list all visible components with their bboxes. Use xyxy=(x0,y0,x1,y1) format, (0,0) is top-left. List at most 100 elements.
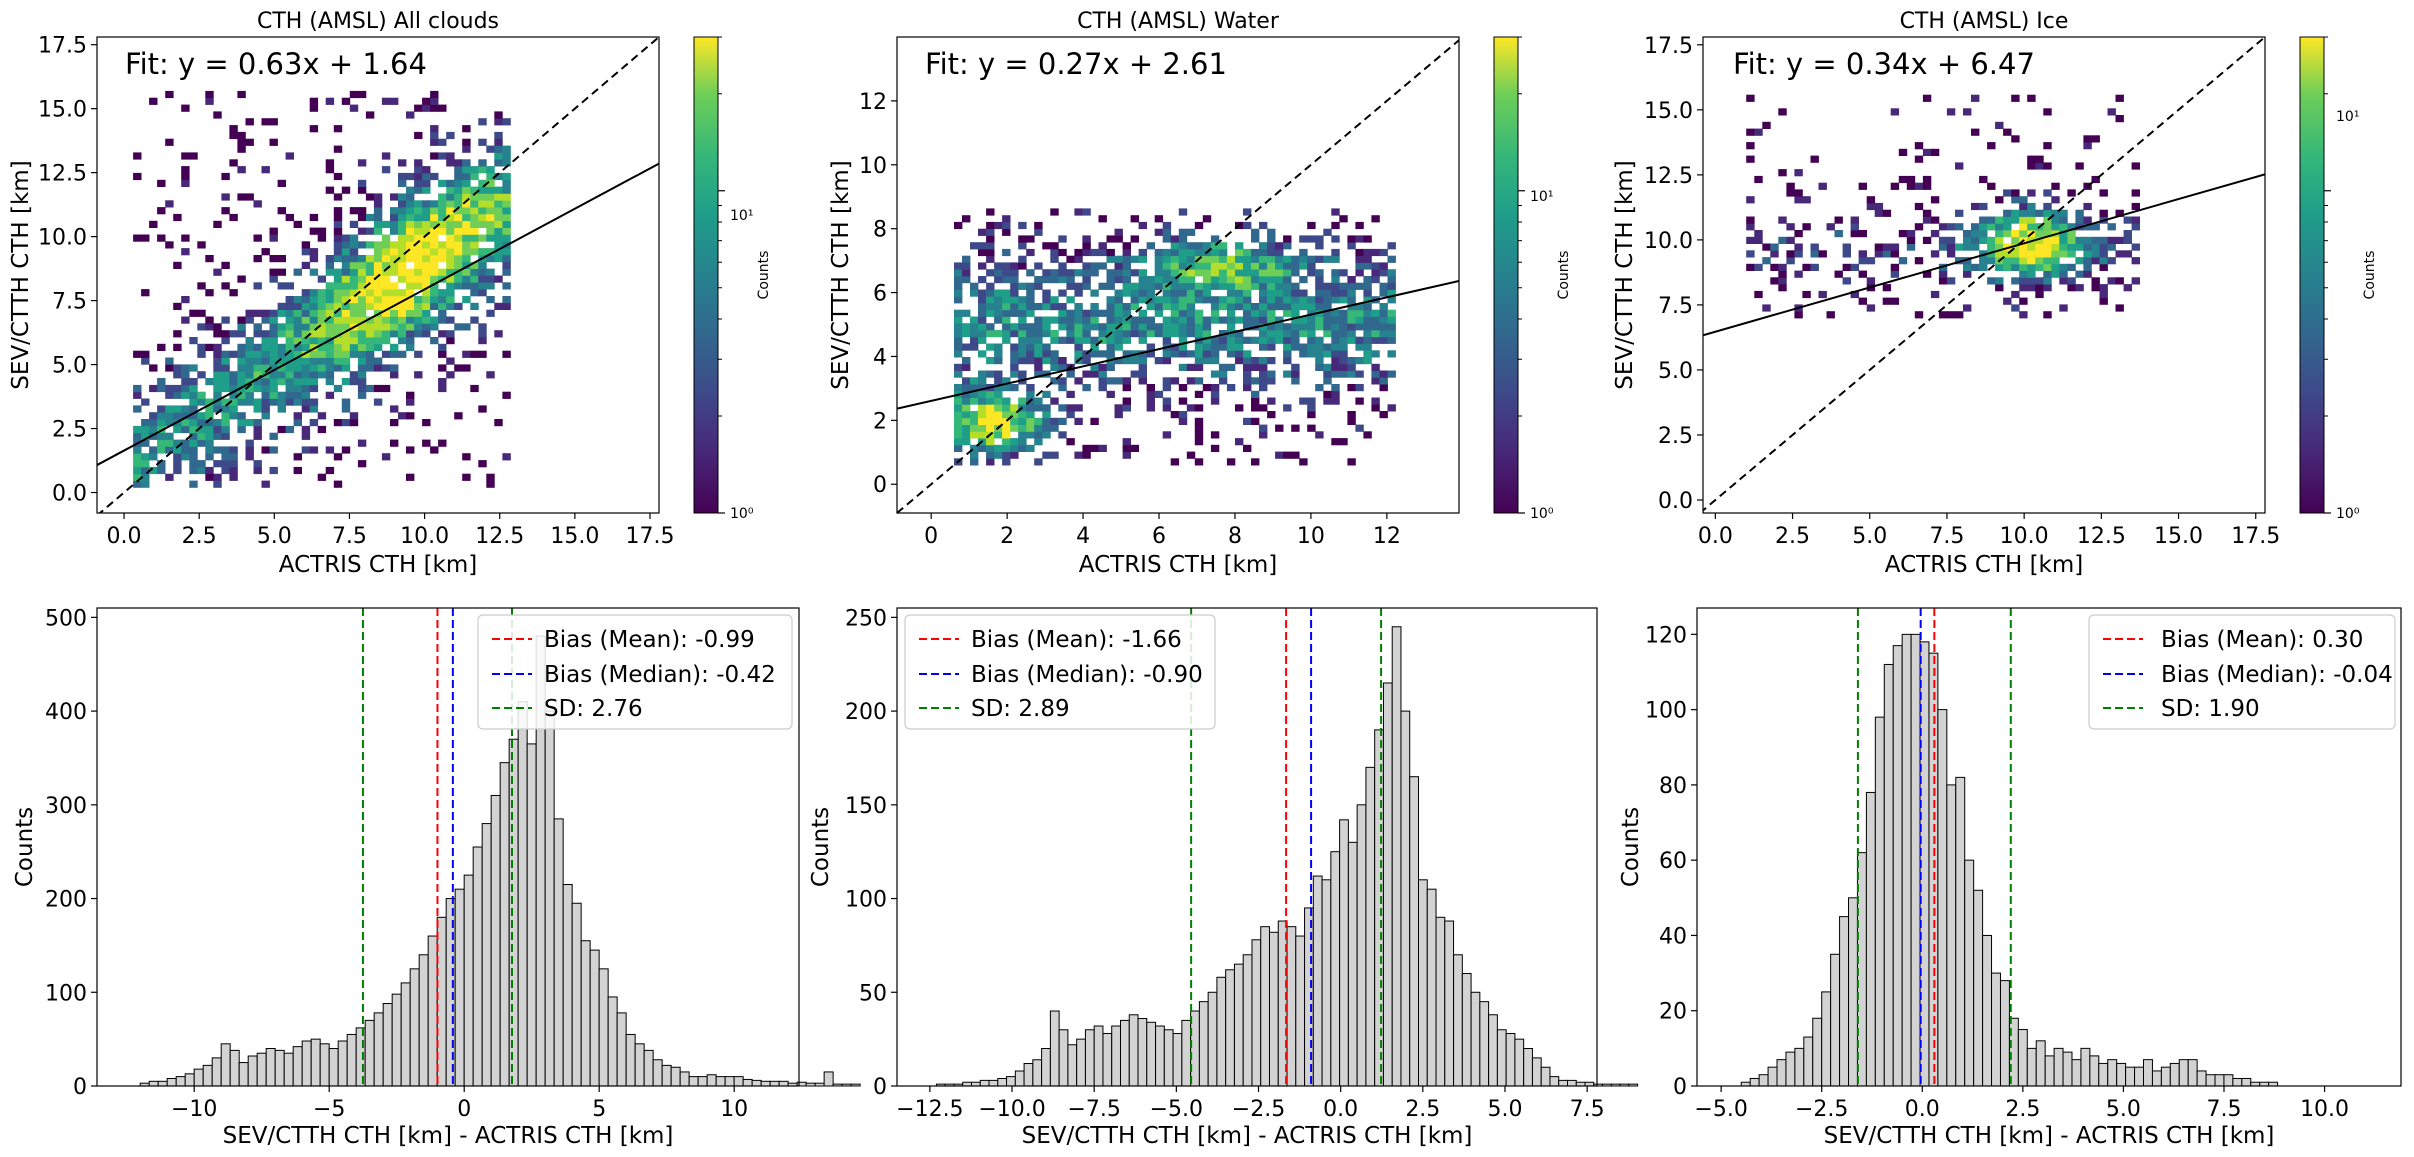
heatmap-cell xyxy=(205,432,214,440)
heatmap-cell xyxy=(486,207,495,215)
histogram-bar xyxy=(292,1046,303,1087)
heatmap-cell xyxy=(1347,384,1356,392)
heatmap-cell xyxy=(221,364,230,372)
heatmap-cell xyxy=(301,296,311,304)
heatmap-cell xyxy=(2027,257,2036,265)
heatmap-cell xyxy=(1291,377,1300,385)
heatmap-cell xyxy=(213,480,222,488)
heatmap-cell xyxy=(1066,282,1075,290)
heatmap-cell xyxy=(261,378,270,386)
heatmap-cell xyxy=(1058,235,1067,243)
heatmap-cell xyxy=(1010,330,1019,338)
histogram-bar xyxy=(1776,1059,1787,1087)
legend: Bias (Mean): -0.99 Bias (Median): -0.42 … xyxy=(477,614,793,730)
histogram-bar xyxy=(382,1003,393,1087)
heatmap-cell xyxy=(2083,135,2092,143)
reference-lines xyxy=(97,37,659,513)
heatmap-cell xyxy=(221,371,230,379)
y-tick-label: 10.0 xyxy=(38,226,87,251)
heatmap-cell xyxy=(1323,377,1332,385)
heatmap-cell xyxy=(1082,282,1091,290)
heatmap-cell xyxy=(438,302,447,310)
heatmap-cell xyxy=(261,337,270,345)
panel-scatter-all: CTH (AMSL) All clouds 0.0 2.5 5.0 7.5 10.0 12… xyxy=(8,9,772,578)
histogram-bar xyxy=(1982,934,1993,1087)
heatmap-cell xyxy=(1002,269,1011,277)
heatmap-cell xyxy=(1291,323,1300,331)
heatmap-cell xyxy=(422,255,431,263)
heatmap-cell xyxy=(406,234,415,242)
heatmap-cell xyxy=(357,460,367,468)
heatmap-cell xyxy=(221,412,230,420)
heatmap-cell xyxy=(2059,209,2068,217)
heatmap-cell xyxy=(173,405,182,413)
heatmap-cell xyxy=(994,411,1003,419)
heatmap-cell xyxy=(1299,262,1308,270)
heatmap-cell xyxy=(1794,243,1803,251)
heatmap-cell xyxy=(414,275,423,283)
heatmap-cell xyxy=(1355,221,1364,230)
heatmap-cell xyxy=(422,330,431,338)
heatmap-cell xyxy=(1355,269,1364,277)
x-tick-label: −2.5 xyxy=(1795,1097,1848,1122)
heatmap-cell xyxy=(1018,417,1027,425)
heatmap-cell xyxy=(1058,262,1067,270)
heatmap-cell xyxy=(1746,250,1755,258)
legend: Bias (Mean): 0.30 Bias (Median): -0.04 S… xyxy=(2088,614,2396,730)
heatmap-cell xyxy=(1971,230,1980,238)
heatmap-cell xyxy=(333,255,343,263)
heatmap-cell xyxy=(1858,297,1867,305)
heatmap-cell xyxy=(221,466,230,475)
heatmap-cell xyxy=(1355,323,1364,331)
heatmap-cell xyxy=(365,282,375,290)
heatmap-cell xyxy=(381,97,391,105)
histogram-bar xyxy=(2160,1066,2171,1087)
heatmap-cell xyxy=(1018,336,1027,344)
histogram-bar xyxy=(814,1082,825,1087)
heatmap-cell xyxy=(365,330,375,338)
heatmap-cell xyxy=(1034,350,1043,358)
heatmap-cell xyxy=(1122,384,1131,392)
histogram-bar xyxy=(184,1073,195,1087)
heatmap-cell xyxy=(2019,230,2028,238)
heatmap-cell xyxy=(2027,216,2036,224)
heatmap-cell xyxy=(978,303,987,311)
heatmap-cell xyxy=(1074,404,1083,412)
heatmap-cell xyxy=(2051,209,2060,217)
heatmap-cell xyxy=(1882,243,1892,251)
y-tick-label: 17.5 xyxy=(38,34,87,59)
heatmap-cell xyxy=(1146,323,1155,331)
heatmap-cell xyxy=(2027,277,2036,285)
heatmap-cell xyxy=(237,357,246,365)
histogram-bar xyxy=(1014,1070,1025,1087)
heatmap-cell xyxy=(1050,357,1059,365)
heatmap-cell xyxy=(277,398,286,406)
heatmap-cell xyxy=(1002,431,1011,439)
histogram-bar xyxy=(211,1057,222,1087)
heatmap-cell xyxy=(293,378,302,386)
heatmap-cell xyxy=(1098,262,1107,270)
heatmap-cell xyxy=(1194,343,1204,351)
heatmap-cell xyxy=(205,289,214,297)
histogram-bar xyxy=(2044,1055,2055,1087)
heatmap-cell xyxy=(502,268,511,276)
heatmap-cell xyxy=(237,391,246,399)
heatmap-cell xyxy=(1299,289,1308,297)
heatmap-cell xyxy=(1955,162,1964,170)
heatmap-cell xyxy=(357,357,367,365)
heatmap-cell xyxy=(285,378,294,386)
heatmap-cell xyxy=(245,343,254,351)
one-to-one-line xyxy=(1703,37,2265,512)
heatmap-cell xyxy=(293,220,302,228)
heatmap-cell xyxy=(1267,296,1276,304)
heatmap-cell xyxy=(1355,370,1364,378)
heatmap-cell xyxy=(1379,336,1388,344)
heatmap-cell xyxy=(269,330,278,338)
heatmap-cell xyxy=(1746,216,1755,224)
heatmap-cell xyxy=(349,248,359,256)
heatmap-cell xyxy=(229,473,238,481)
histogram-bar xyxy=(1435,916,1446,1087)
heatmap-cell xyxy=(454,282,463,290)
heatmap-cell xyxy=(237,131,246,140)
heatmap-cell xyxy=(1098,370,1107,378)
